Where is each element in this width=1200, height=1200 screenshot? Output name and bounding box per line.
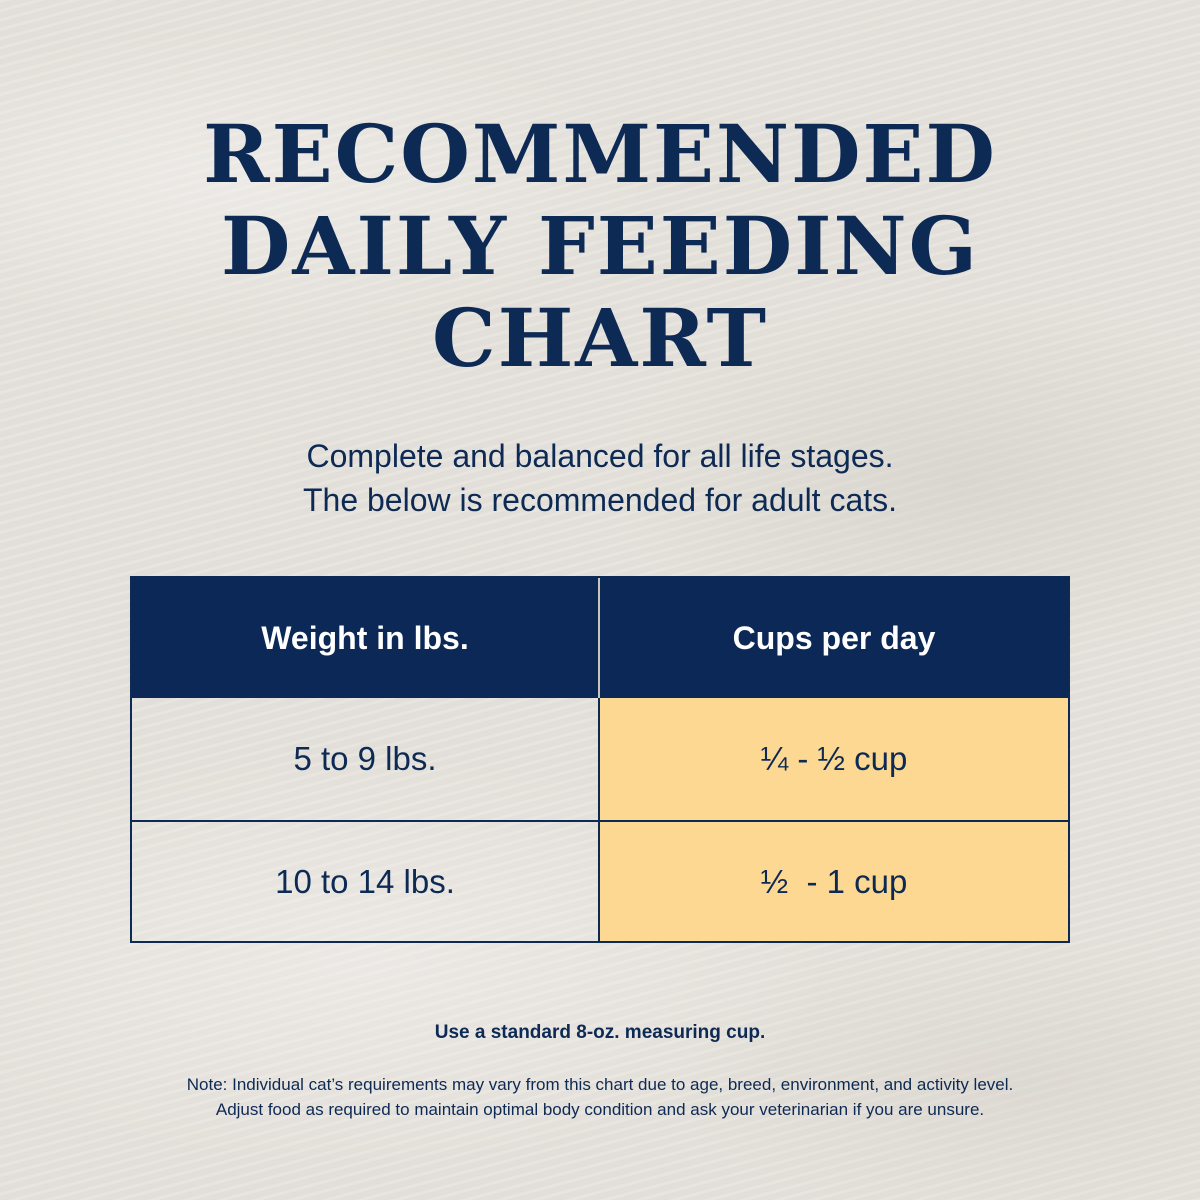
disclaimer-note: Note: Individual cat’s requirements may … xyxy=(0,1072,1200,1122)
title-line-2: DAILY FEEDING xyxy=(221,199,979,293)
weight-value: 5 to 9 lbs. xyxy=(293,740,437,777)
feeding-table: Weight in lbs. Cups per day 5 to 9 lbs. … xyxy=(130,576,1070,943)
title-line-1: RECOMMENDED xyxy=(203,107,997,201)
disclaimer-line-2: Adjust food as required to maintain opti… xyxy=(215,1100,985,1119)
weight-cell: 10 to 14 lbs. xyxy=(132,822,600,941)
weight-cell: 5 to 9 lbs. xyxy=(132,698,600,820)
cups-cell: ¼ - ½ cup xyxy=(600,698,1068,820)
subtitle: Complete and balanced for all life stage… xyxy=(0,434,1200,522)
table-row: 10 to 14 lbs. ½ - 1 cup xyxy=(132,820,1068,941)
cups-cell: ½ - 1 cup xyxy=(600,822,1068,941)
subtitle-line-1: Complete and balanced for all life stage… xyxy=(306,438,894,474)
page-title: RECOMMENDED DAILY FEEDING CHART xyxy=(0,108,1200,384)
table-header-row: Weight in lbs. Cups per day xyxy=(132,578,1068,698)
header-cell-weight: Weight in lbs. xyxy=(132,578,600,698)
subtitle-line-2: The below is recommended for adult cats. xyxy=(302,482,898,518)
title-line-3: CHART xyxy=(432,291,768,385)
header-cups-label: Cups per day xyxy=(732,619,936,656)
cups-value: ¼ - ½ cup xyxy=(760,740,908,777)
header-cell-cups: Cups per day xyxy=(600,578,1068,698)
cups-value: ½ - 1 cup xyxy=(760,862,908,900)
header-weight-label: Weight in lbs. xyxy=(261,619,469,656)
disclaimer-line-1: Note: Individual cat’s requirements may … xyxy=(186,1075,1014,1094)
measuring-cup-note: Use a standard 8-oz. measuring cup. xyxy=(434,1022,766,1043)
weight-value: 10 to 14 lbs. xyxy=(275,862,455,900)
table-row: 5 to 9 lbs. ¼ - ½ cup xyxy=(132,698,1068,820)
